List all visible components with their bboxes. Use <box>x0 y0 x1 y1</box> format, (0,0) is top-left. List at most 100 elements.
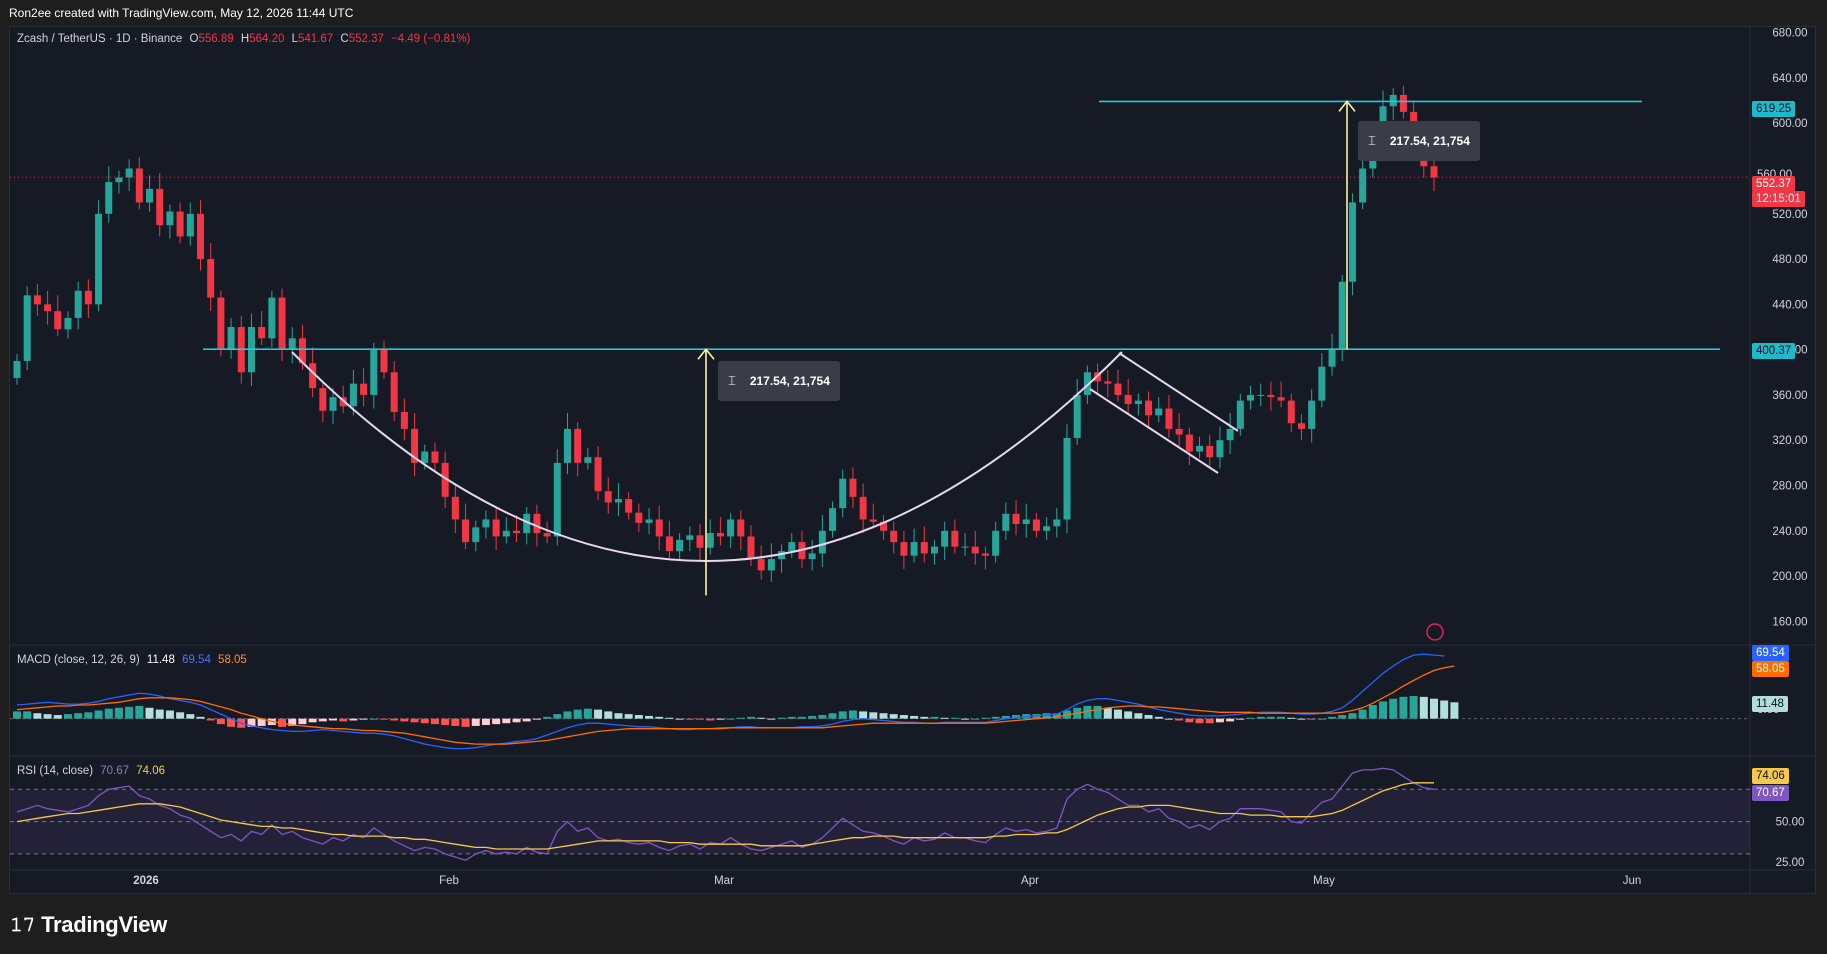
candle-body <box>1175 428 1183 435</box>
candle-body <box>1287 400 1295 424</box>
macd-hist-bar <box>848 710 857 719</box>
chart-frame[interactable] <box>9 26 1816 894</box>
macd-hist-bar <box>410 718 419 723</box>
macd-hist-bar <box>1338 715 1347 719</box>
macd-hist-bar <box>787 716 796 719</box>
macd-hist-bar <box>359 718 368 720</box>
candle-body <box>370 349 378 395</box>
macd-hist-bar <box>1113 709 1122 719</box>
low-label: L <box>291 33 298 45</box>
candle-body <box>268 297 276 339</box>
candle-body <box>227 327 235 350</box>
measure-box-left[interactable]: ⌶ 217.54, 21,754 <box>718 361 840 401</box>
macd-hist-bar <box>1307 718 1316 720</box>
macd-hist-bar <box>594 709 603 719</box>
date-tick-label: Mar <box>714 875 734 887</box>
macd-hist-bar <box>33 713 42 719</box>
high-value: 564.20 <box>249 33 285 45</box>
measure-arrow-right-head <box>1338 100 1356 112</box>
candle-body <box>288 338 296 350</box>
macd-hist-bar <box>63 714 72 719</box>
macd-hist-bar <box>114 707 123 719</box>
candle-body <box>1348 202 1356 282</box>
macd-hist-bar <box>23 711 32 719</box>
candle-body <box>421 451 429 463</box>
measure-arrow-left-head <box>697 347 715 360</box>
measure-box-right[interactable]: ⌶ 217.54, 21,754 <box>1358 121 1480 161</box>
rsi-label[interactable]: RSI (14, close) <box>17 765 94 777</box>
macd-hist-bar <box>1103 707 1112 719</box>
candle-body <box>930 546 938 554</box>
macd-hist-bar <box>298 718 307 725</box>
macd-hist-bar <box>1052 713 1061 719</box>
macd-hist-bar <box>981 717 990 719</box>
macd-hist-bar <box>634 715 643 719</box>
rsi-band <box>10 789 1750 854</box>
macd-hist-bar <box>961 718 970 720</box>
symbol-name[interactable]: Zcash / TetherUS · 1D · Binance <box>17 33 183 45</box>
signal-line <box>16 665 1455 745</box>
macd-hist-bar <box>145 707 154 719</box>
candle-body <box>808 553 816 560</box>
price-tick-label: 320.00 <box>1772 435 1807 447</box>
candle-body <box>217 297 225 350</box>
macd-hist-bar <box>736 717 745 719</box>
measure-box-right-text: 217.54, 21,754 <box>1389 134 1470 148</box>
macd-hist-bar <box>94 710 103 719</box>
macd-hist-bar <box>186 714 195 719</box>
close-value: 552.37 <box>348 33 384 45</box>
macd-hist-bar <box>206 718 215 721</box>
price-tick-label: 600.00 <box>1772 118 1807 130</box>
rsi-legend: RSI (14, close) 70.67 74.06 <box>17 765 165 777</box>
macd-hist-bar <box>1083 705 1092 719</box>
signal-value: 58.05 <box>218 654 247 666</box>
symbol-legend: Zcash / TetherUS · 1D · Binance O556.89 … <box>17 33 470 45</box>
macd-hist-bar <box>1348 713 1357 719</box>
candle-body <box>1328 349 1336 367</box>
macd-hist-bar <box>227 718 236 727</box>
candle-body <box>431 451 439 463</box>
macd-hist-bar <box>645 715 654 719</box>
candle-body <box>1257 394 1265 396</box>
macd-hist-bar <box>889 714 898 719</box>
alert-icon <box>1426 623 1444 641</box>
macd-hist-bar <box>1175 718 1184 721</box>
tradingview-logo[interactable]: 𝟷𝟽 TradingView <box>10 912 167 938</box>
countdown-tag: 12:15:01 <box>1752 191 1805 207</box>
candle-body <box>1399 94 1407 112</box>
candle-body <box>1297 423 1305 429</box>
macd-hist-bar <box>1287 717 1296 719</box>
macd-axis-tag: 69.54 <box>1752 645 1789 661</box>
macd-hist-bar <box>930 716 939 719</box>
candle-body <box>961 546 969 548</box>
candle-body <box>400 411 408 429</box>
candle-body <box>329 397 337 411</box>
macd-label[interactable]: MACD (close, 12, 26, 9) <box>17 654 140 666</box>
macd-hist-bar <box>573 709 582 719</box>
candle-body <box>390 372 398 412</box>
macd-hist-bar <box>777 717 786 719</box>
rsi-ma-line <box>16 782 1434 850</box>
measure-range-icon: ⌶ <box>1368 133 1376 148</box>
candle-body <box>513 530 521 534</box>
candle-body <box>1226 428 1234 441</box>
macd-hist-bar <box>13 711 21 719</box>
close-label: C <box>340 33 349 45</box>
candle-body <box>84 290 92 305</box>
candle-body <box>849 478 857 497</box>
macd-hist-bar <box>84 712 93 719</box>
macd-hist-bar <box>1154 716 1163 719</box>
candle-body <box>1236 400 1244 429</box>
macd-hist-bar <box>1205 718 1214 724</box>
candle-body <box>869 519 877 522</box>
macd-hist-bar <box>1409 695 1418 719</box>
macd-hist-bar <box>155 709 164 719</box>
macd-hist-bar <box>420 718 429 724</box>
candle-body <box>1165 408 1173 429</box>
macd-hist-bar <box>716 718 725 720</box>
date-tick-label: Feb <box>439 875 459 887</box>
candle-body <box>441 462 449 497</box>
candle-body <box>309 363 317 389</box>
macd-hist-bar <box>135 705 144 719</box>
